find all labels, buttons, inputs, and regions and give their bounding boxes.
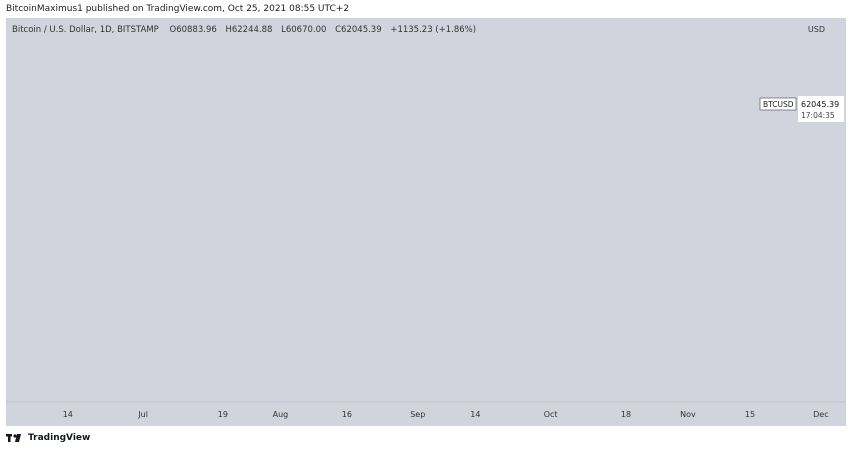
ticker-symbol: BTCUSD	[763, 100, 794, 109]
date-tick-label: Jul	[137, 410, 148, 419]
ohlc-close: C62045.39	[335, 25, 382, 35]
date-tick-label: 15	[745, 410, 755, 419]
chart-area[interactable]: Bitcoin / U.S. Dollar, 1D, BITSTAMP O608…	[6, 18, 846, 426]
date-tick-label: Dec	[813, 410, 828, 419]
price-chart[interactable]: Bitcoin / U.S. Dollar, 1D, BITSTAMP O608…	[6, 18, 846, 426]
ohlc-low: L60670.00	[281, 25, 326, 35]
date-tick-label: Nov	[680, 410, 696, 419]
date-axis[interactable]: 14 Jul 19 Aug 16 Sep 14 Oct 18 Nov 15 Dec	[6, 401, 846, 419]
date-tick-label: Aug	[273, 410, 289, 419]
date-tick-label: Sep	[410, 410, 425, 419]
symbol-title: Bitcoin / U.S. Dollar, 1D, BITSTAMP O608…	[12, 25, 476, 35]
footer[interactable]: TradingView	[6, 431, 90, 445]
ohlc-high: H62244.88	[225, 25, 272, 35]
date-tick-label: 14	[63, 410, 73, 419]
ohlc-change: +1135.23 (+1.86%)	[390, 25, 476, 35]
ticker-symbol-box	[759, 97, 797, 111]
ticker-price: 62045.39	[801, 100, 839, 109]
ticker-tag[interactable]: BTCUSD 62045.39 17:04:35	[759, 96, 844, 122]
date-tick-label: 19	[218, 410, 228, 419]
ticker-countdown: 17:04:35	[801, 111, 835, 120]
publisher-header: BitcoinMaximus1 published on TradingView…	[6, 4, 350, 14]
tradingview-brand: TradingView	[28, 433, 91, 443]
date-tick-label: 14	[470, 410, 480, 419]
currency-label: USD	[808, 25, 825, 34]
ohlc-open: O60883.96	[170, 25, 217, 35]
date-tick-label: Oct	[544, 410, 558, 419]
symbol-name: Bitcoin / U.S. Dollar, 1D, BITSTAMP	[12, 25, 159, 35]
date-tick-label: 16	[342, 410, 352, 419]
ticker-price-box	[798, 96, 844, 122]
date-tick-label: 18	[621, 410, 631, 419]
tradingview-logo-icon	[6, 434, 21, 442]
